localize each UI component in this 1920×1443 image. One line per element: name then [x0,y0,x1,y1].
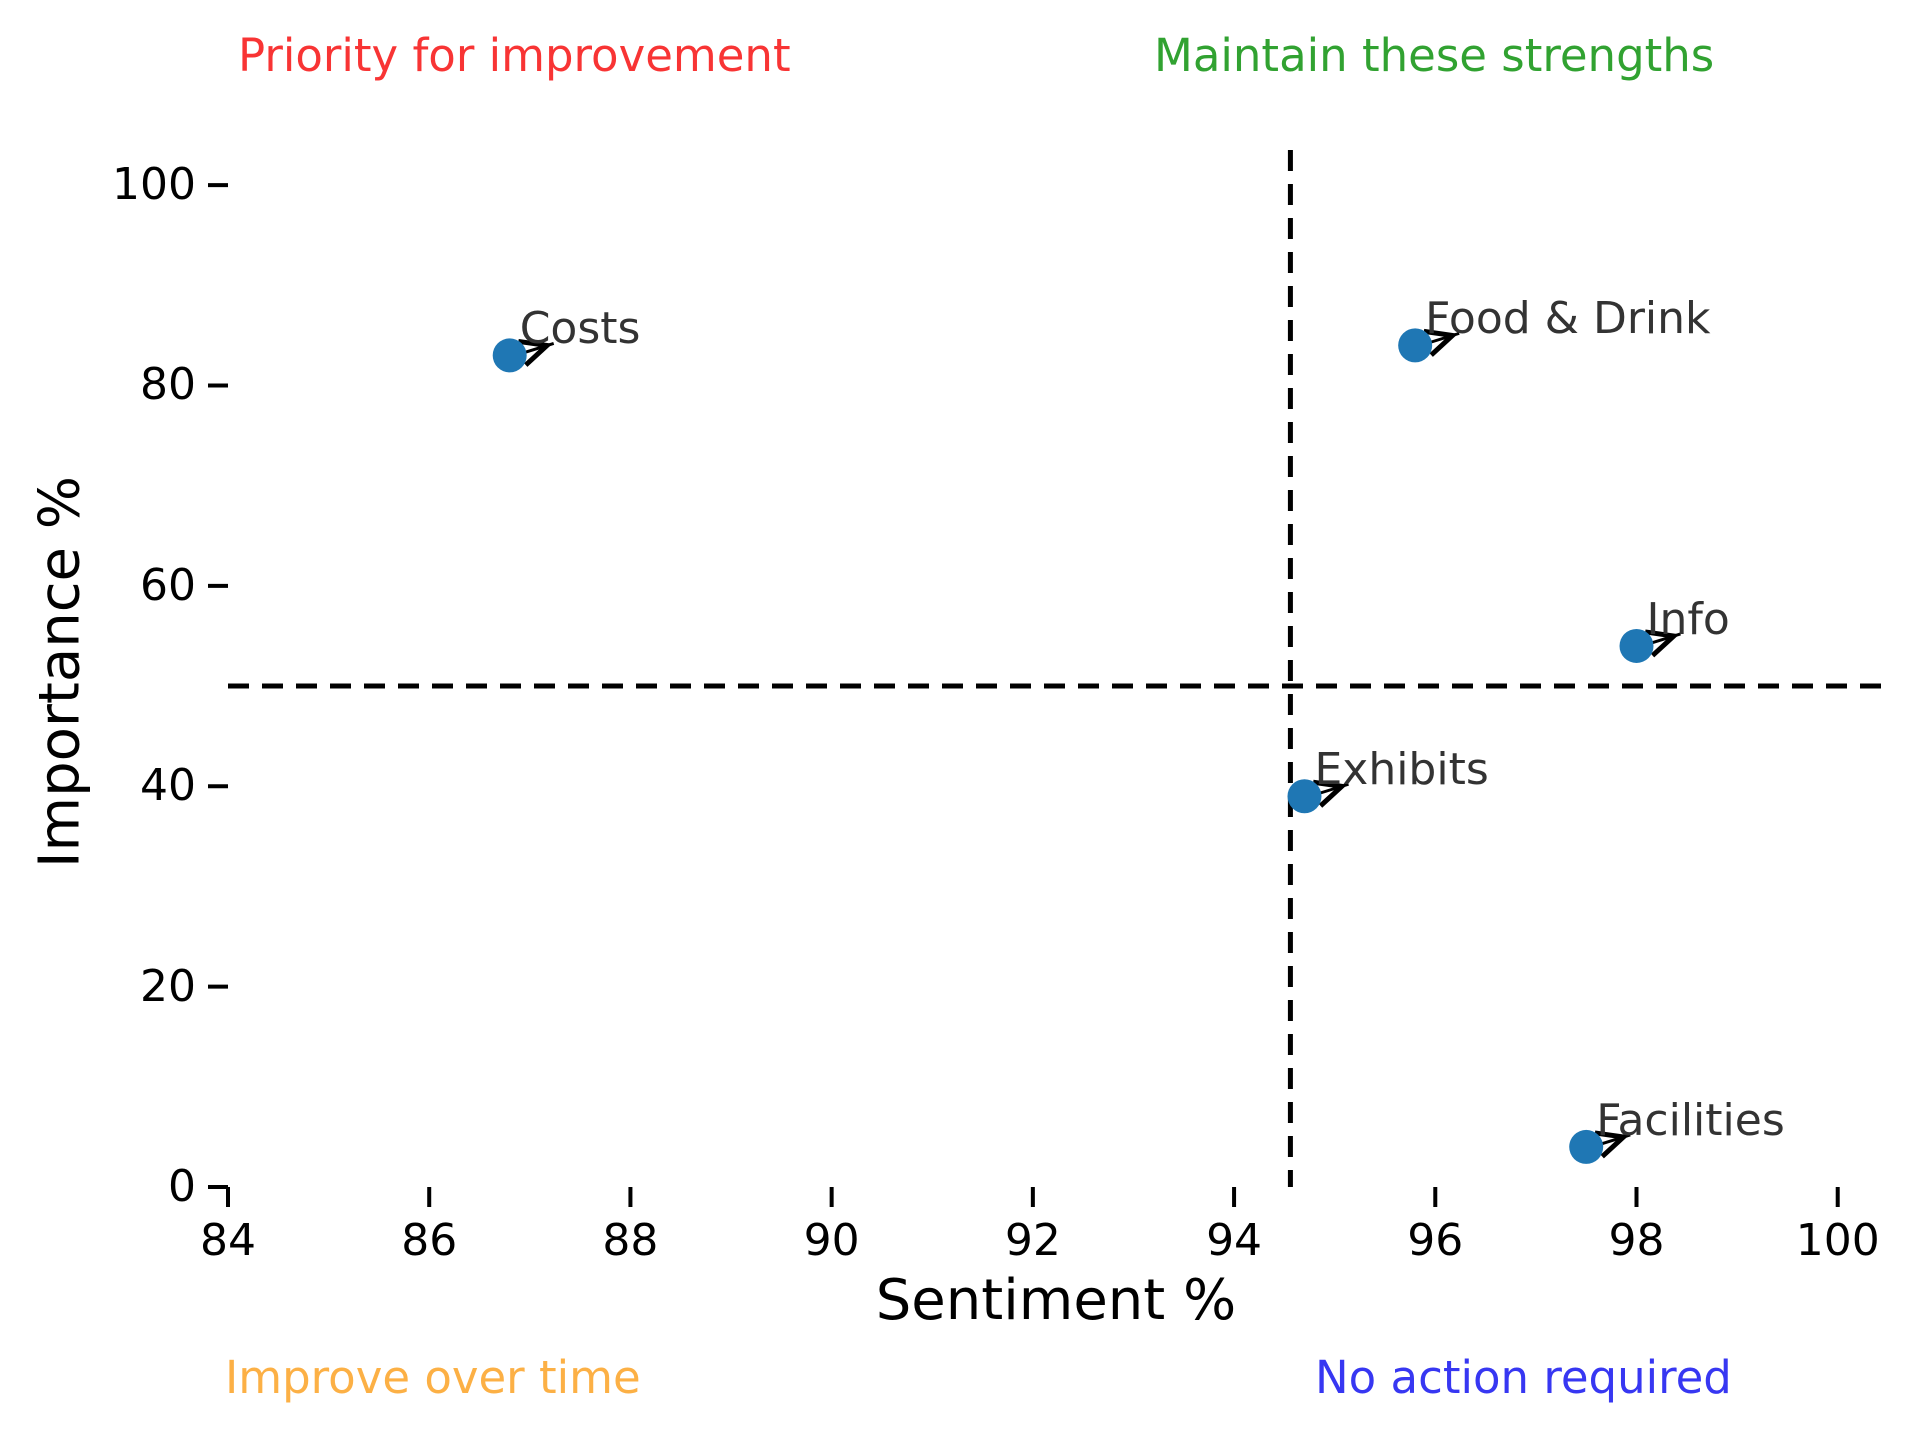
x-axis-title: Sentiment % [875,1268,1237,1333]
annotation-arrow [1601,1135,1631,1144]
annotation-arrow [1652,634,1681,643]
data-point-label: Exhibits [1314,744,1489,796]
quadrant-label-top-left: Priority for improvement [238,29,791,82]
data-point [1619,628,1654,663]
x-tick-label: 94 [1206,1215,1263,1266]
x-tick-label: 90 [803,1215,860,1266]
quadrant-label-top-right: Maintain these strengths [1154,29,1715,82]
annotation-arrow [525,343,555,352]
quadrant-label-bottom-left: Improve over time [225,1351,641,1404]
x-tick-label: 100 [1795,1215,1880,1266]
x-tick-label: 92 [1004,1215,1061,1266]
data-point-label: Food & Drink [1425,293,1711,345]
data-point-label: Info [1646,593,1730,645]
annotation-arrow [1430,333,1460,342]
y-tick-label: 20 [140,960,196,1012]
x-tick-label: 86 [401,1215,458,1266]
annotation-arrow [1319,784,1349,793]
data-point [492,338,527,373]
data-point [1569,1129,1604,1164]
y-tick-label: 40 [140,760,196,812]
data-point-label: Facilities [1596,1094,1785,1146]
y-tick-label: 60 [140,559,196,611]
x-tick-label: 96 [1407,1215,1464,1266]
data-point-label: Costs [519,303,641,355]
x-tick-label: 84 [200,1215,256,1266]
data-point [1398,328,1433,363]
y-tick-label: 100 [112,159,196,211]
x-tick-label: 98 [1608,1215,1665,1266]
y-tick-label: 80 [140,359,196,411]
x-tick-label: 88 [602,1215,659,1266]
data-point [1287,779,1322,814]
quadrant-label-bottom-right: No action required [1315,1351,1732,1404]
y-tick-label: 0 [168,1161,196,1212]
